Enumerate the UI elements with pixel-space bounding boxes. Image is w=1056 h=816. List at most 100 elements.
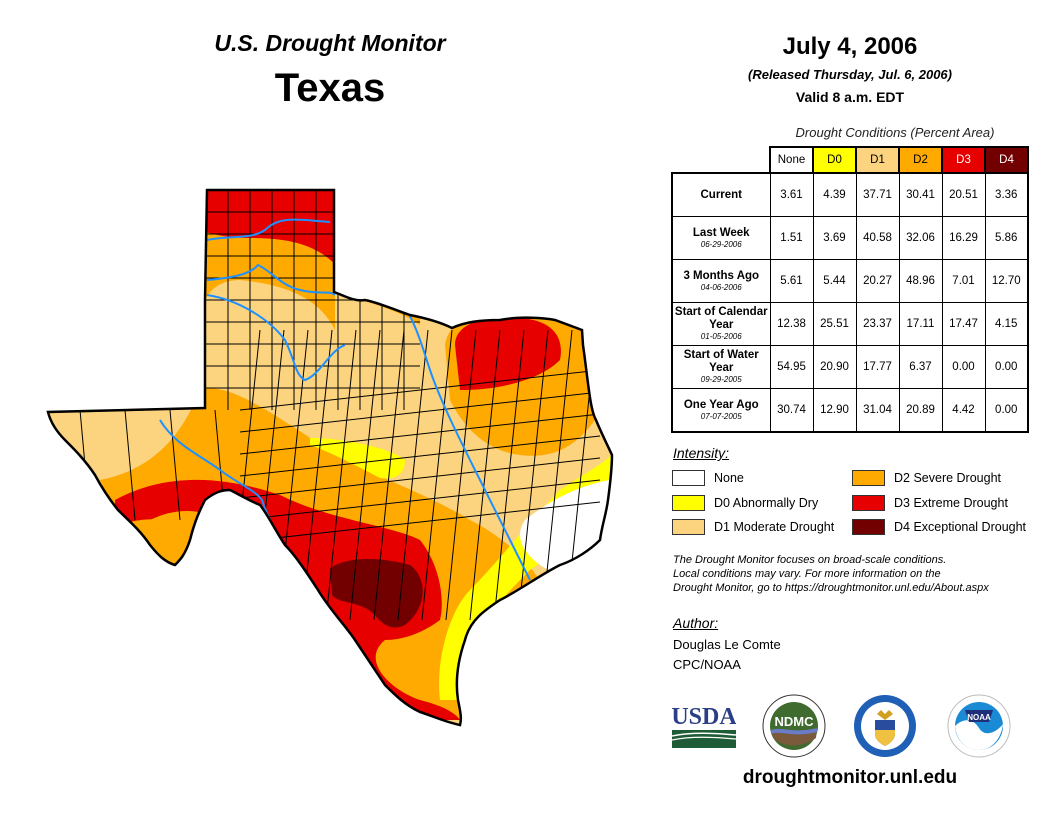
legend-label: D1 Moderate Drought: [714, 520, 835, 534]
cell-none: 30.74: [769, 388, 814, 433]
cell-d4: 5.86: [984, 216, 1029, 260]
row-label-text: Start of Calendar Year: [674, 306, 768, 331]
legend-item: D1 Moderate Drought: [672, 519, 834, 535]
cell-d1: 17.77: [855, 345, 900, 389]
map-date: July 4, 2006: [782, 33, 918, 60]
row-date: 07-07-2005: [700, 411, 742, 421]
river-brazos: [206, 294, 346, 382]
col-header-d3: D3: [941, 146, 986, 174]
commerce-logo: [854, 695, 916, 757]
cell-d4: 0.00: [984, 388, 1029, 433]
state-title: Texas: [274, 66, 386, 110]
legend-label: D3 Extreme Drought: [894, 496, 1008, 510]
row-label-text: Last Week: [692, 226, 750, 239]
cell-d3: 0.00: [941, 345, 986, 389]
row-label: 3 Months Ago 04-06-2006: [671, 259, 771, 303]
county-line: [124, 409, 136, 521]
legend-label: None: [714, 471, 744, 485]
drought-conditions-table: None D0 D1 D2 D3 D4 Current 3.61 4.39 37.71…: [671, 146, 1029, 433]
table-row: Start of Water Year 09-29-2005 54.95 20.90 1…: [671, 345, 1029, 389]
cell-d3: 7.01: [941, 259, 986, 303]
cell-d2: 20.89: [898, 388, 943, 433]
cell-d0: 20.90: [812, 345, 857, 389]
legend-swatch: [672, 519, 705, 535]
cell-d4: 12.70: [984, 259, 1029, 303]
cell-d4: 4.15: [984, 302, 1029, 346]
map-title: U.S. Drought Monitor: [214, 30, 446, 56]
area-d0-central: [310, 438, 405, 479]
table-caption: Drought Conditions (Percent Area): [795, 125, 995, 140]
cell-d2: 17.11: [898, 302, 943, 346]
cell-d0: 3.69: [812, 216, 857, 260]
rivers: [159, 218, 531, 581]
col-header-d0: D0: [812, 146, 857, 174]
county-line: [373, 329, 405, 621]
author-title: Author:: [673, 615, 719, 631]
cell-none: 54.95: [769, 345, 814, 389]
table-row: Start of Calendar Year 01-05-2006 12.38 25.…: [671, 302, 1029, 346]
row-label: Last Week 06-29-2006: [671, 216, 771, 260]
cell-d0: 25.51: [812, 302, 857, 346]
cell-d3: 4.42: [941, 388, 986, 433]
cell-d4: 3.36: [984, 172, 1029, 217]
drought-areas: [48, 190, 612, 725]
ndmc-logo: NDMC: [762, 694, 826, 758]
river-canadian: [206, 218, 331, 241]
col-header-d4: D4: [984, 146, 1029, 174]
row-date: 01-05-2006: [700, 332, 742, 341]
county-line: [349, 329, 381, 621]
row-label: Current: [671, 172, 771, 217]
cell-d1: 37.71: [855, 172, 900, 217]
county-line: [445, 329, 477, 621]
legend-item: D2 Severe Drought: [852, 470, 1001, 486]
cell-d0: 4.39: [812, 172, 857, 217]
cell-d2: 6.37: [898, 345, 943, 389]
legend-swatch: [852, 519, 885, 535]
table-body: Current 3.61 4.39 37.71 30.41 20.51 3.36 Last W…: [671, 172, 1029, 433]
note-line: Local conditions may vary. For more info…: [673, 568, 941, 580]
table-row: Current 3.61 4.39 37.71 30.41 20.51 3.36: [671, 172, 1029, 217]
table-row: 3 Months Ago 04-06-2006 5.61 5.44 20.27 48.96…: [671, 259, 1029, 303]
county-line: [239, 435, 601, 477]
table-row: One Year Ago 07-07-2005 30.74 12.90 31.04 20.…: [671, 388, 1029, 433]
legend-item: D3 Extreme Drought: [852, 495, 1008, 511]
cell-d1: 23.37: [855, 302, 900, 346]
table-row: Last Week 06-29-2006 1.51 3.69 40.58 32.06 16.…: [671, 216, 1029, 260]
legend-item: D4 Exceptional Drought: [852, 519, 1026, 535]
svg-text:USDA: USDA: [672, 704, 736, 730]
author-name: Douglas Le Comte: [673, 637, 781, 652]
cell-d0: 12.90: [812, 388, 857, 433]
county-line: [239, 457, 601, 499]
note-line: The Drought Monitor focuses on broad-sca…: [673, 554, 947, 566]
cell-d3: 20.51: [941, 172, 986, 217]
county-line: [397, 329, 429, 621]
row-date: 09-29-2005: [700, 375, 742, 384]
cell-d3: 17.47: [941, 302, 986, 346]
noaa-logo: NOAA: [947, 694, 1011, 758]
row-label: One Year Ago 07-07-2005: [671, 388, 771, 433]
legend-title: Intensity:: [673, 445, 730, 461]
county-line: [325, 329, 357, 621]
cell-d2: 48.96: [898, 259, 943, 303]
county-line: [169, 409, 181, 521]
valid-time: Valid 8 a.m. EDT: [795, 89, 905, 105]
cell-d0: 5.44: [812, 259, 857, 303]
legend-item: D0 Abnormally Dry: [672, 495, 818, 511]
note-line: Drought Monitor, go to https://droughtmo…: [673, 582, 989, 594]
cell-d2: 32.06: [898, 216, 943, 260]
cell-d2: 30.41: [898, 172, 943, 217]
cell-d1: 20.27: [855, 259, 900, 303]
county-line: [517, 329, 549, 621]
svg-text:NOAA: NOAA: [967, 713, 991, 722]
county-line: [239, 479, 601, 521]
legend-swatch: [852, 495, 885, 511]
col-header-d1: D1: [855, 146, 900, 174]
row-date: 06-29-2006: [700, 239, 742, 249]
legend-label: D4 Exceptional Drought: [894, 520, 1027, 534]
website-link[interactable]: droughtmonitor.unl.edu: [742, 767, 958, 788]
county-line: [421, 329, 453, 621]
row-label: Start of Calendar Year 01-05-2006: [671, 302, 771, 346]
row-label-text: Current: [700, 188, 743, 201]
legend-label: D2 Severe Drought: [894, 471, 1002, 485]
usda-logo: USDA: [672, 704, 736, 748]
